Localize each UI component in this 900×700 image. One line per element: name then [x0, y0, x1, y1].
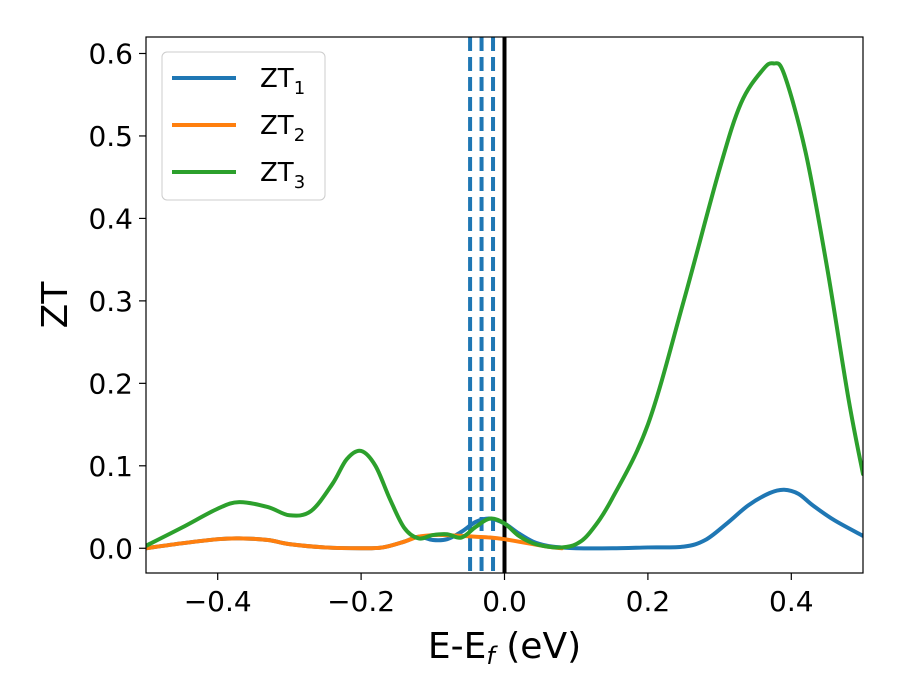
legend: ZT1 ZT2 ZT3 — [161, 51, 326, 201]
legend-label-zt2: ZT2 — [260, 111, 305, 146]
y-tick-label: 0.6 — [88, 37, 133, 70]
x-tick-label: 0.4 — [769, 585, 814, 618]
y-axis-ticks: 0.0 0.1 0.2 0.3 0.4 0.5 0.6 — [88, 37, 146, 565]
legend-frame — [161, 51, 326, 201]
x-axis-ticks: −0.4 −0.2 0.0 0.2 0.4 — [184, 573, 814, 618]
legend-label-zt1: ZT1 — [260, 64, 305, 99]
x-tick-label: 0.0 — [482, 585, 527, 618]
y-tick-label: 0.2 — [88, 367, 133, 400]
y-tick-label: 0.0 — [88, 532, 133, 565]
y-tick-label: 0.1 — [88, 450, 133, 483]
series-line-zt3 — [146, 61, 863, 550]
vertical-lines — [468, 37, 507, 573]
y-tick-label: 0.3 — [88, 285, 133, 318]
y-tick-label: 0.4 — [88, 202, 133, 235]
x-tick-label: −0.2 — [327, 585, 395, 618]
y-tick-label: 0.5 — [88, 120, 133, 153]
x-tick-label: 0.2 — [626, 585, 671, 618]
y-axis-label: ZT — [35, 281, 76, 329]
x-tick-label: −0.4 — [184, 585, 252, 618]
series-lines — [146, 61, 863, 551]
legend-label-zt3: ZT3 — [260, 158, 305, 193]
x-axis-label: E-Ef (eV) — [428, 626, 581, 670]
